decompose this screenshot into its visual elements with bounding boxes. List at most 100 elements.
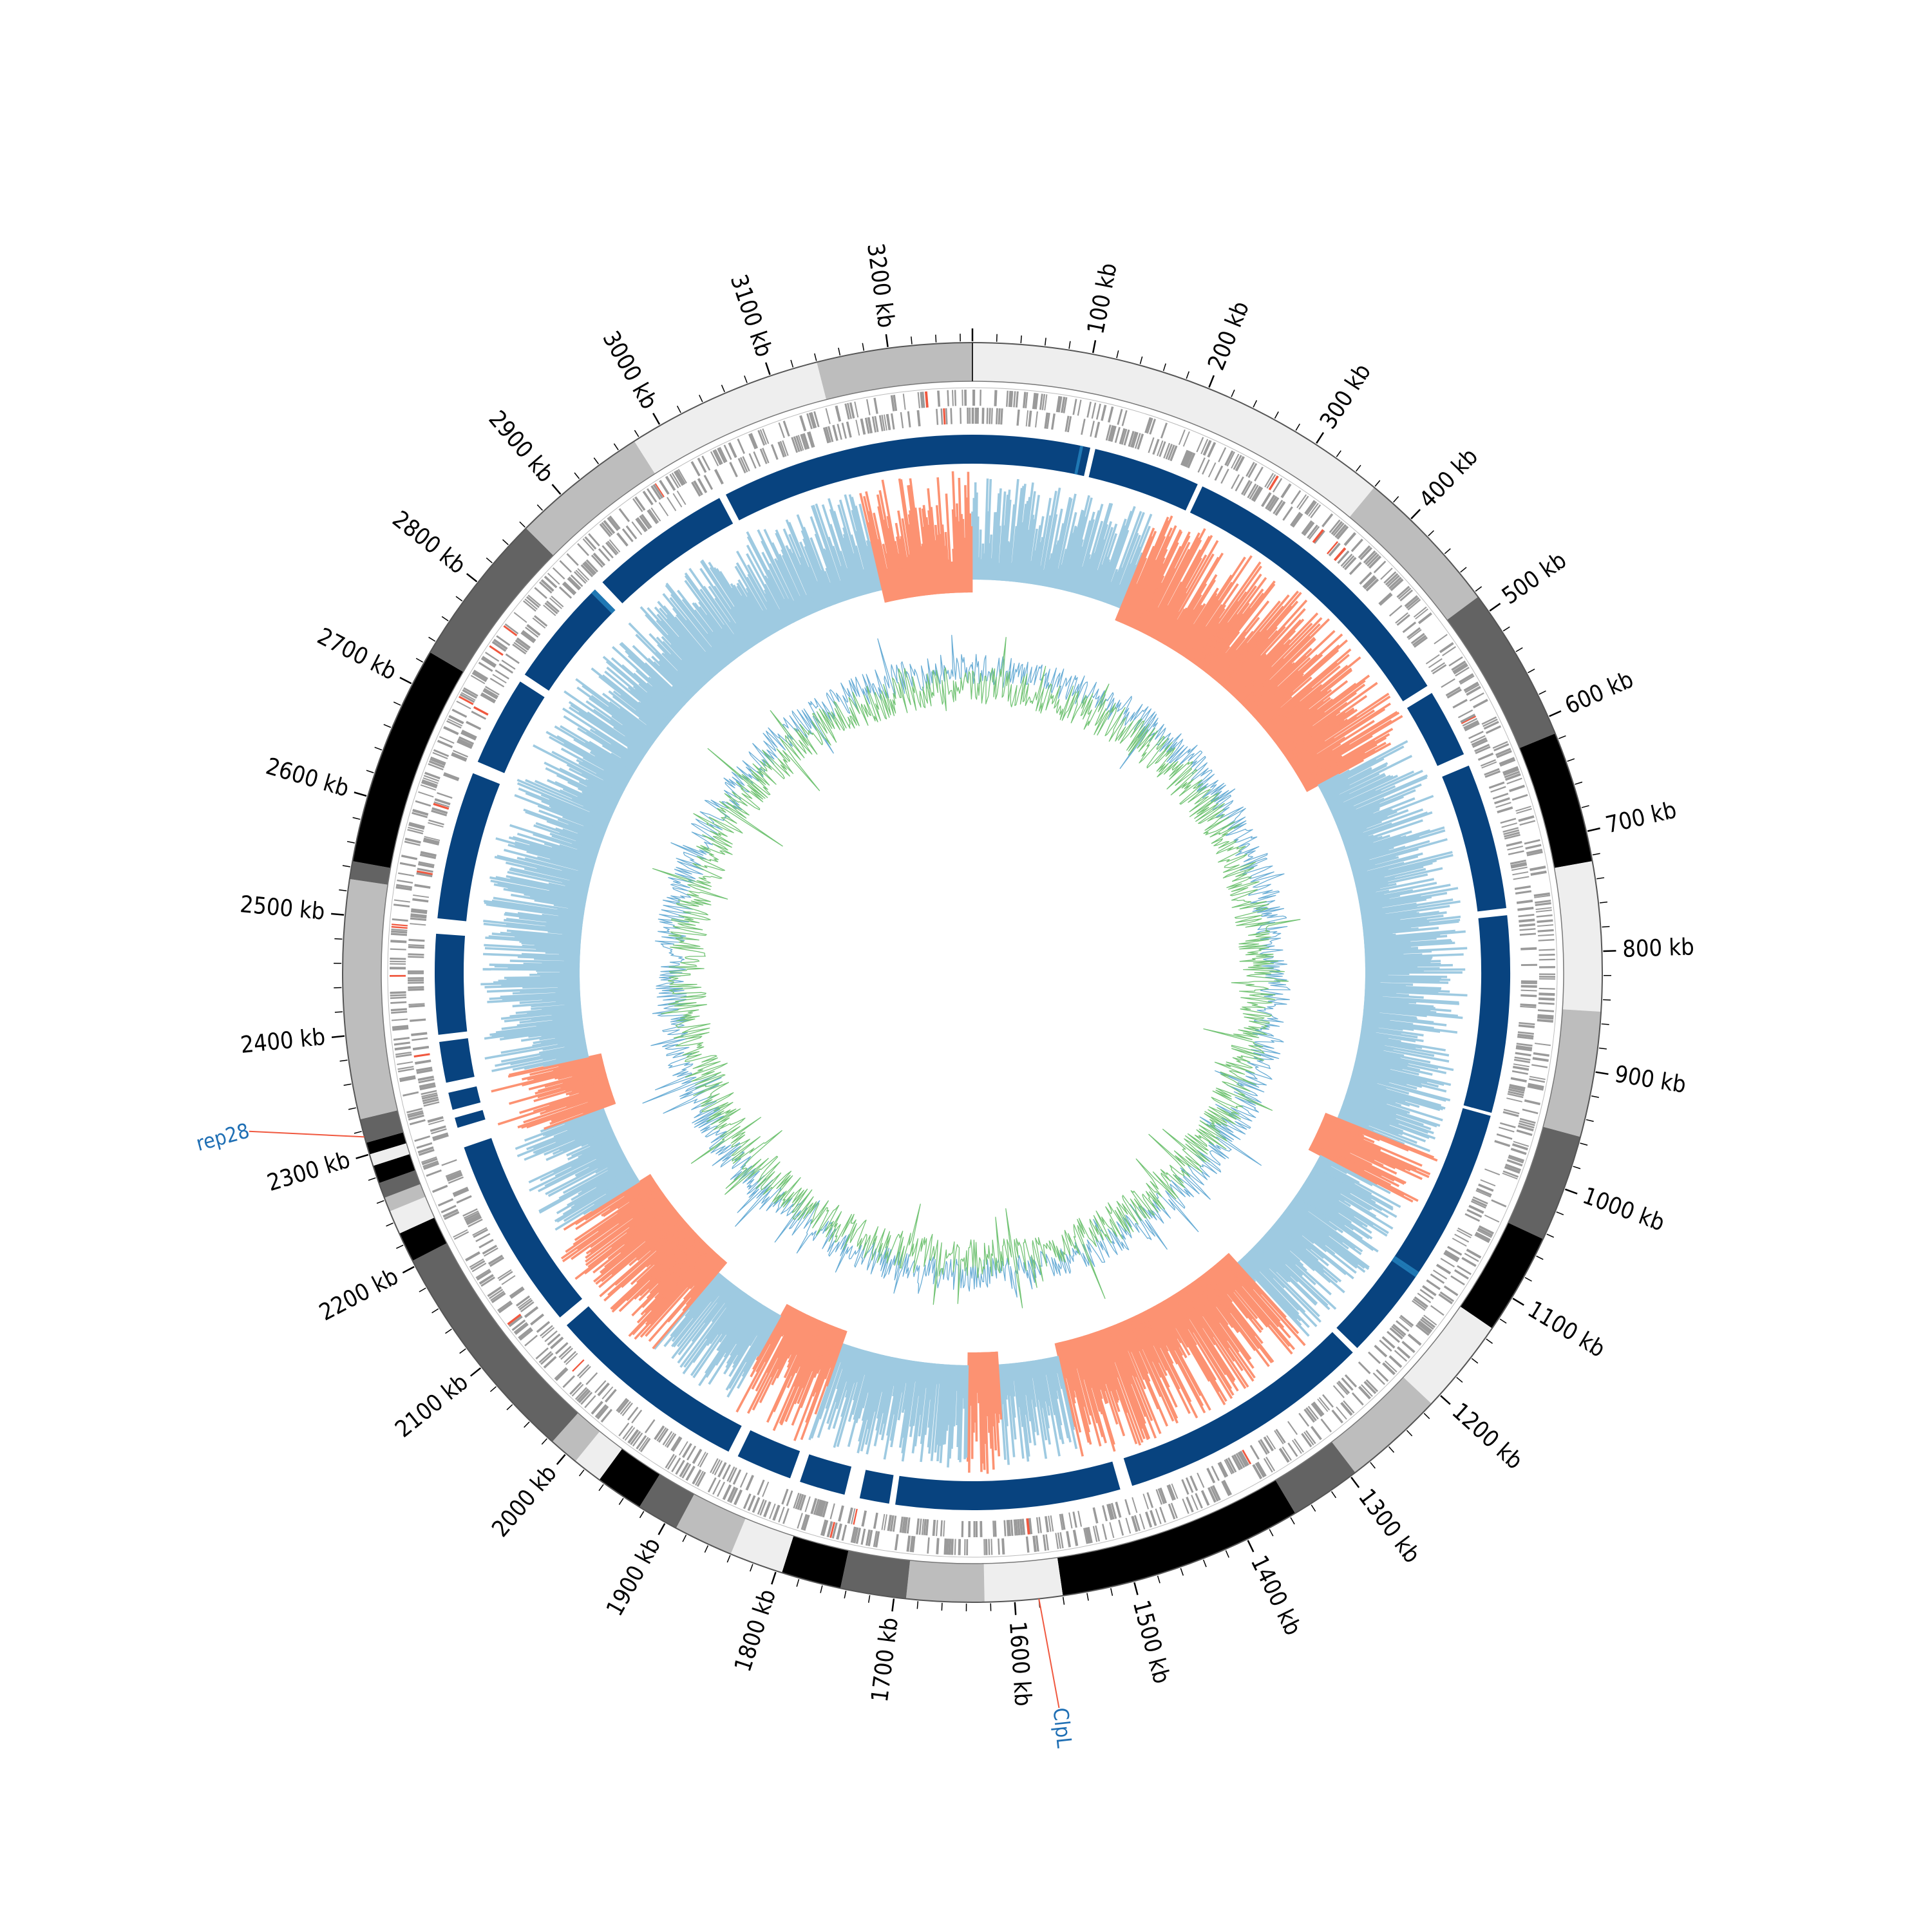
gene-cds (540, 1325, 553, 1337)
skew-positive-bar (589, 751, 633, 777)
skew-positive-bar (490, 879, 587, 900)
gene-cds (1051, 413, 1056, 430)
gene-cds (391, 1010, 408, 1014)
skew-positive-bar (1264, 1233, 1307, 1272)
gene-cds (855, 1528, 861, 1544)
skew-positive-bar (564, 1041, 587, 1048)
skew-positive-bar (649, 632, 703, 689)
skew-positive-bar (1020, 529, 1030, 583)
skew-positive-bar (1331, 790, 1382, 815)
gene-cds (1468, 1204, 1484, 1214)
skew-positive-bar (1364, 940, 1411, 946)
skew-negative-bar (644, 1245, 710, 1314)
scaffold-block (1442, 765, 1506, 912)
gene-cds (855, 419, 860, 436)
skew-negative-bar (569, 1081, 609, 1096)
gene-cds (1251, 486, 1262, 501)
skew-positive-bar (956, 1365, 960, 1391)
gene-cds (1072, 399, 1077, 415)
gene-cds (1475, 1189, 1492, 1198)
skew-negative-bar (507, 1054, 602, 1078)
skew-positive-bar (1027, 1361, 1037, 1408)
skew-positive-bar (644, 662, 688, 704)
skew-negative-bar (587, 1092, 613, 1104)
skew-positive-bar (1244, 1254, 1300, 1311)
skew-positive-bar (549, 735, 630, 782)
skew-positive-bar (1358, 1042, 1394, 1051)
gene-cds (1275, 1428, 1286, 1444)
skew-negative-bar (952, 549, 957, 593)
gene-cds (522, 630, 536, 641)
skew-negative-bar (604, 1209, 677, 1269)
skew-positive-bar (538, 1162, 630, 1214)
skew-positive-bar (1256, 1242, 1299, 1283)
major-tick (355, 1153, 369, 1160)
skew-positive-bar (1278, 1217, 1303, 1237)
skew-positive-bar (1017, 1362, 1030, 1457)
skew-positive-bar (578, 869, 592, 876)
gene-cds (1351, 1392, 1364, 1406)
skew-negative-bar (1264, 700, 1301, 732)
major-tick (1587, 827, 1600, 832)
gene-cds (1457, 1265, 1472, 1275)
skew-positive-bar (1246, 1252, 1306, 1313)
gc-deviation-line (652, 637, 1301, 1309)
gene-cds (1072, 1530, 1079, 1546)
gene-cds (1519, 820, 1536, 826)
skew-positive-bar (761, 609, 777, 634)
skew-negative-bar (1155, 1304, 1180, 1349)
skew-positive-bar (522, 984, 580, 989)
skew-negative-bar (1305, 742, 1392, 791)
skew-negative-bar (509, 1075, 607, 1105)
gene-cds (543, 604, 556, 616)
skew-positive-bar (708, 585, 752, 649)
skew-positive-bar (521, 942, 581, 949)
skew-negative-bar (973, 1352, 976, 1423)
skew-positive-bar (757, 529, 802, 620)
gene-cds (524, 1334, 538, 1347)
gene-cds (1444, 1249, 1460, 1260)
gene-cds (1389, 1327, 1403, 1340)
skew-positive-bar (1358, 889, 1390, 898)
skew-positive-bar (705, 1298, 756, 1374)
gene-cds (513, 641, 528, 653)
skew-negative-bar (759, 1312, 806, 1403)
skew-positive-bar (851, 1351, 871, 1416)
skew-positive-bar (587, 779, 622, 798)
skew-positive-bar (1363, 1006, 1458, 1018)
skew-positive-bar (585, 779, 621, 799)
gene-cds (1519, 1117, 1536, 1124)
skew-positive-bar (992, 512, 998, 580)
gene-cds (1014, 1519, 1019, 1536)
gene-cds (850, 1526, 857, 1543)
skew-positive-bar (692, 1295, 751, 1379)
skew-positive-bar (527, 1007, 582, 1015)
gene-cds (627, 1406, 639, 1421)
skew-positive-bar (1267, 1230, 1291, 1252)
skew-positive-bar (1363, 1003, 1452, 1012)
gene-cds (1042, 1534, 1047, 1551)
gene-cds (584, 1395, 596, 1408)
skew-positive-bar (1247, 1251, 1285, 1289)
gene-cds (647, 509, 658, 524)
skew-positive-bar (1007, 1363, 1017, 1440)
skew-positive-bar (999, 1364, 1010, 1465)
skew-positive-bar (1262, 1236, 1316, 1285)
skew-positive-bar (1280, 1215, 1327, 1253)
skew-positive-bar (645, 724, 661, 736)
skew-negative-bar (1249, 657, 1311, 715)
gene-cds (916, 1518, 920, 1535)
gene-cds (1525, 844, 1542, 850)
gene-cds (748, 433, 757, 450)
skew-positive-bar (867, 1355, 886, 1430)
gene-cds (1263, 1457, 1273, 1473)
skew-positive-bar (1363, 927, 1412, 934)
skew-positive-bar (1359, 1035, 1446, 1052)
gene-cds (1477, 1229, 1492, 1238)
gene-rna (390, 974, 406, 977)
skew-negative-bar (551, 1097, 614, 1122)
minor-tick (506, 1404, 513, 1410)
skew-negative-bar (554, 1065, 605, 1080)
gene-cds (1084, 1527, 1091, 1544)
skew-positive-bar (1099, 511, 1133, 601)
